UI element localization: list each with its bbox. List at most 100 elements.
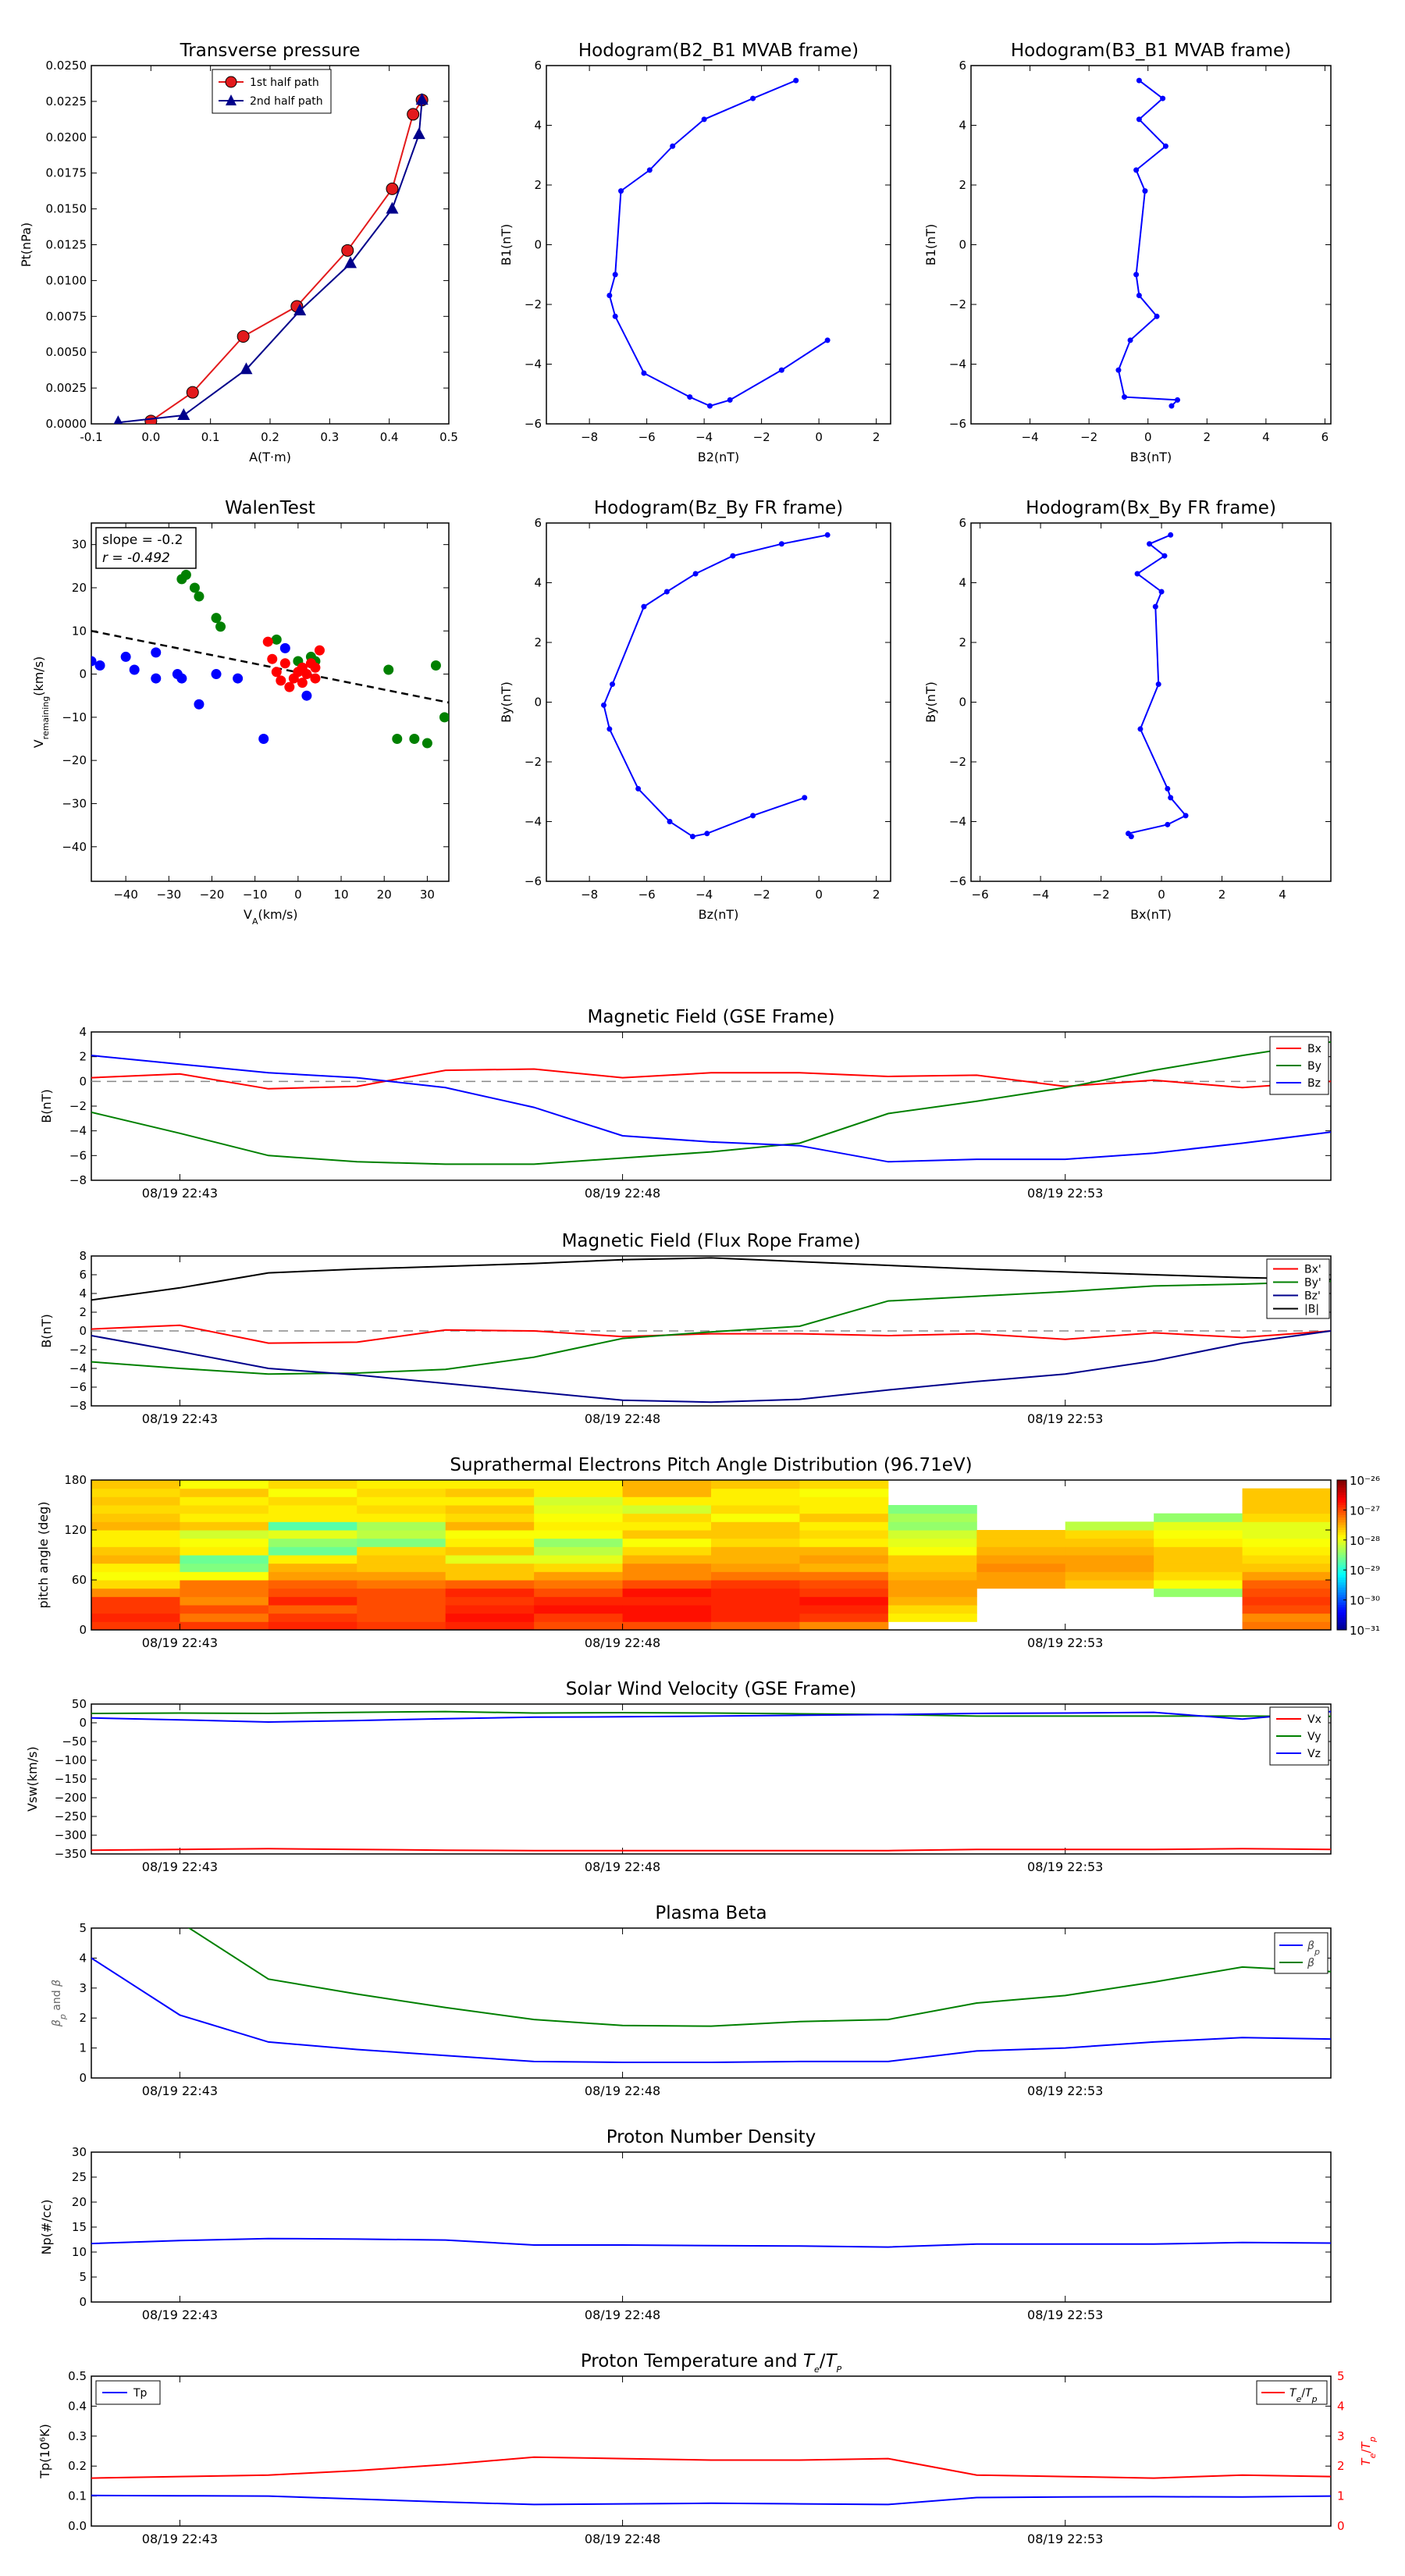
y-tick-label: 2 (534, 178, 542, 192)
data-point (692, 571, 699, 577)
y-tick-label: 0.4 (68, 2399, 87, 2413)
heatmap-cell (1242, 1538, 1332, 1547)
heatmap-cell (91, 1521, 180, 1531)
colorbar-segment (1337, 1564, 1346, 1568)
heatmap-cell (622, 1530, 712, 1539)
series-line (187, 1928, 1331, 2027)
series-line (91, 1330, 1331, 1404)
heatmap-cell (976, 1563, 1066, 1572)
series-line (91, 1848, 1331, 1852)
legend-marker (226, 94, 237, 105)
colorbar-segment (1337, 1550, 1346, 1553)
x-tick-label: 08/19 22:43 (142, 1186, 218, 1201)
heatmap-cell (91, 1596, 180, 1606)
fit-line (91, 630, 449, 704)
series-line (91, 1041, 1331, 1165)
heatmap-cell (357, 1613, 446, 1622)
y-tick-label: −4 (949, 815, 966, 829)
heatmap-cell (91, 1546, 180, 1556)
data-point (1134, 571, 1140, 577)
plot-area (91, 1928, 1331, 2063)
x-tick-label: 08/19 22:43 (142, 2083, 218, 2098)
colorbar-segment (1337, 1599, 1346, 1603)
heatmap-cell (445, 1580, 535, 1589)
plot-area (91, 1041, 1331, 1165)
y-tick-label: 4 (534, 119, 542, 133)
y-tick-label: −100 (55, 1753, 87, 1767)
heatmap-cell (534, 1596, 624, 1606)
y-tick-label: 20 (72, 581, 87, 595)
heatmap-cell (534, 1580, 624, 1589)
x-tick-label: 08/19 22:53 (1027, 2532, 1103, 2546)
y-tick-label: −30 (62, 796, 87, 810)
y-tick-label: 0.0025 (46, 381, 87, 395)
y-tick-label: 0 (79, 2295, 87, 2309)
data-point (1142, 188, 1148, 194)
heatmap-cell (799, 1488, 889, 1497)
legend-label: Bz' (1304, 1290, 1321, 1303)
plot-area (601, 532, 831, 840)
chart-title: Magnetic Field (GSE Frame) (588, 1007, 835, 1027)
data-point (706, 403, 713, 409)
heatmap-cell (799, 1613, 889, 1622)
y-tick-label: 0 (534, 238, 542, 252)
colorbar-tick-label: 10⁻³¹ (1350, 1624, 1380, 1638)
heatmap-cell (1242, 1563, 1332, 1572)
heatmap-cell (622, 1496, 712, 1506)
x-tick-label: 0.0 (141, 430, 160, 444)
data-point (793, 77, 799, 84)
colorbar-tick-label: 10⁻²⁸ (1350, 1534, 1380, 1548)
plot-area (606, 77, 831, 409)
heatmap-cell (357, 1513, 446, 1522)
colorbar-segment (1337, 1532, 1346, 1535)
y-tick-label: 180 (64, 1473, 87, 1487)
label-part: T (803, 2351, 816, 2371)
colorbar-segment (1337, 1539, 1346, 1543)
legend-marker (225, 76, 237, 88)
y-tick-label: −150 (55, 1772, 87, 1786)
chart-title: Hodogram(Bx_By FR frame) (1026, 498, 1276, 518)
heatmap-cell (180, 1596, 269, 1606)
data-point (750, 95, 756, 101)
data-point (1154, 313, 1160, 319)
heatmap-cell (357, 1588, 446, 1597)
plot-frame (546, 522, 891, 882)
data-point (409, 734, 420, 745)
heatmap-cell (622, 1555, 712, 1564)
label-part: / (1301, 2387, 1305, 2400)
y-axis-label: Vsw(km/s) (25, 1746, 40, 1811)
x-tick-label: −2 (1093, 888, 1110, 902)
heatmap-cell (268, 1530, 357, 1539)
y-tick-label: −8 (69, 1173, 87, 1187)
heatmap-cell (1242, 1588, 1332, 1597)
heatmap-cell (1154, 1555, 1243, 1564)
heatmap-cell (91, 1555, 180, 1564)
y-axis-label: Pt(nPa) (19, 222, 34, 267)
y-tick-label: 120 (64, 1523, 87, 1537)
heatmap-cell (1154, 1588, 1243, 1597)
y-tick-label: −6 (525, 874, 542, 888)
heatmap-cell (534, 1538, 624, 1547)
data-point (1162, 143, 1168, 149)
y-tick-label: 0.0100 (46, 273, 87, 287)
data-point (1161, 553, 1168, 559)
x-tick-label: 08/19 22:48 (585, 1411, 660, 1426)
y-tick-label: −300 (55, 1828, 87, 1842)
plot-area (91, 2237, 1331, 2248)
heatmap-cell (622, 1613, 712, 1622)
y-tick-label: 0.0075 (46, 309, 87, 323)
label-part: T (1305, 2387, 1313, 2400)
series-line (91, 1068, 1331, 1090)
series-line (91, 1280, 1331, 1375)
data-point (701, 116, 707, 123)
x-tick-label: −4 (1032, 888, 1049, 902)
y-axis-label: βp and β (51, 1980, 68, 2027)
y-tick-label: 0.0175 (46, 166, 87, 180)
y-tick-label: 0.0050 (46, 345, 87, 359)
y-tick-label: 0 (534, 696, 542, 710)
chart-transverse_pressure: Transverse pressure -0.1 0.0 0.1 0.2 0.3 0.4 0.… (19, 41, 458, 464)
heatmap-cell (711, 1538, 800, 1547)
heatmap-cell (534, 1488, 624, 1497)
data-point (1158, 589, 1165, 595)
